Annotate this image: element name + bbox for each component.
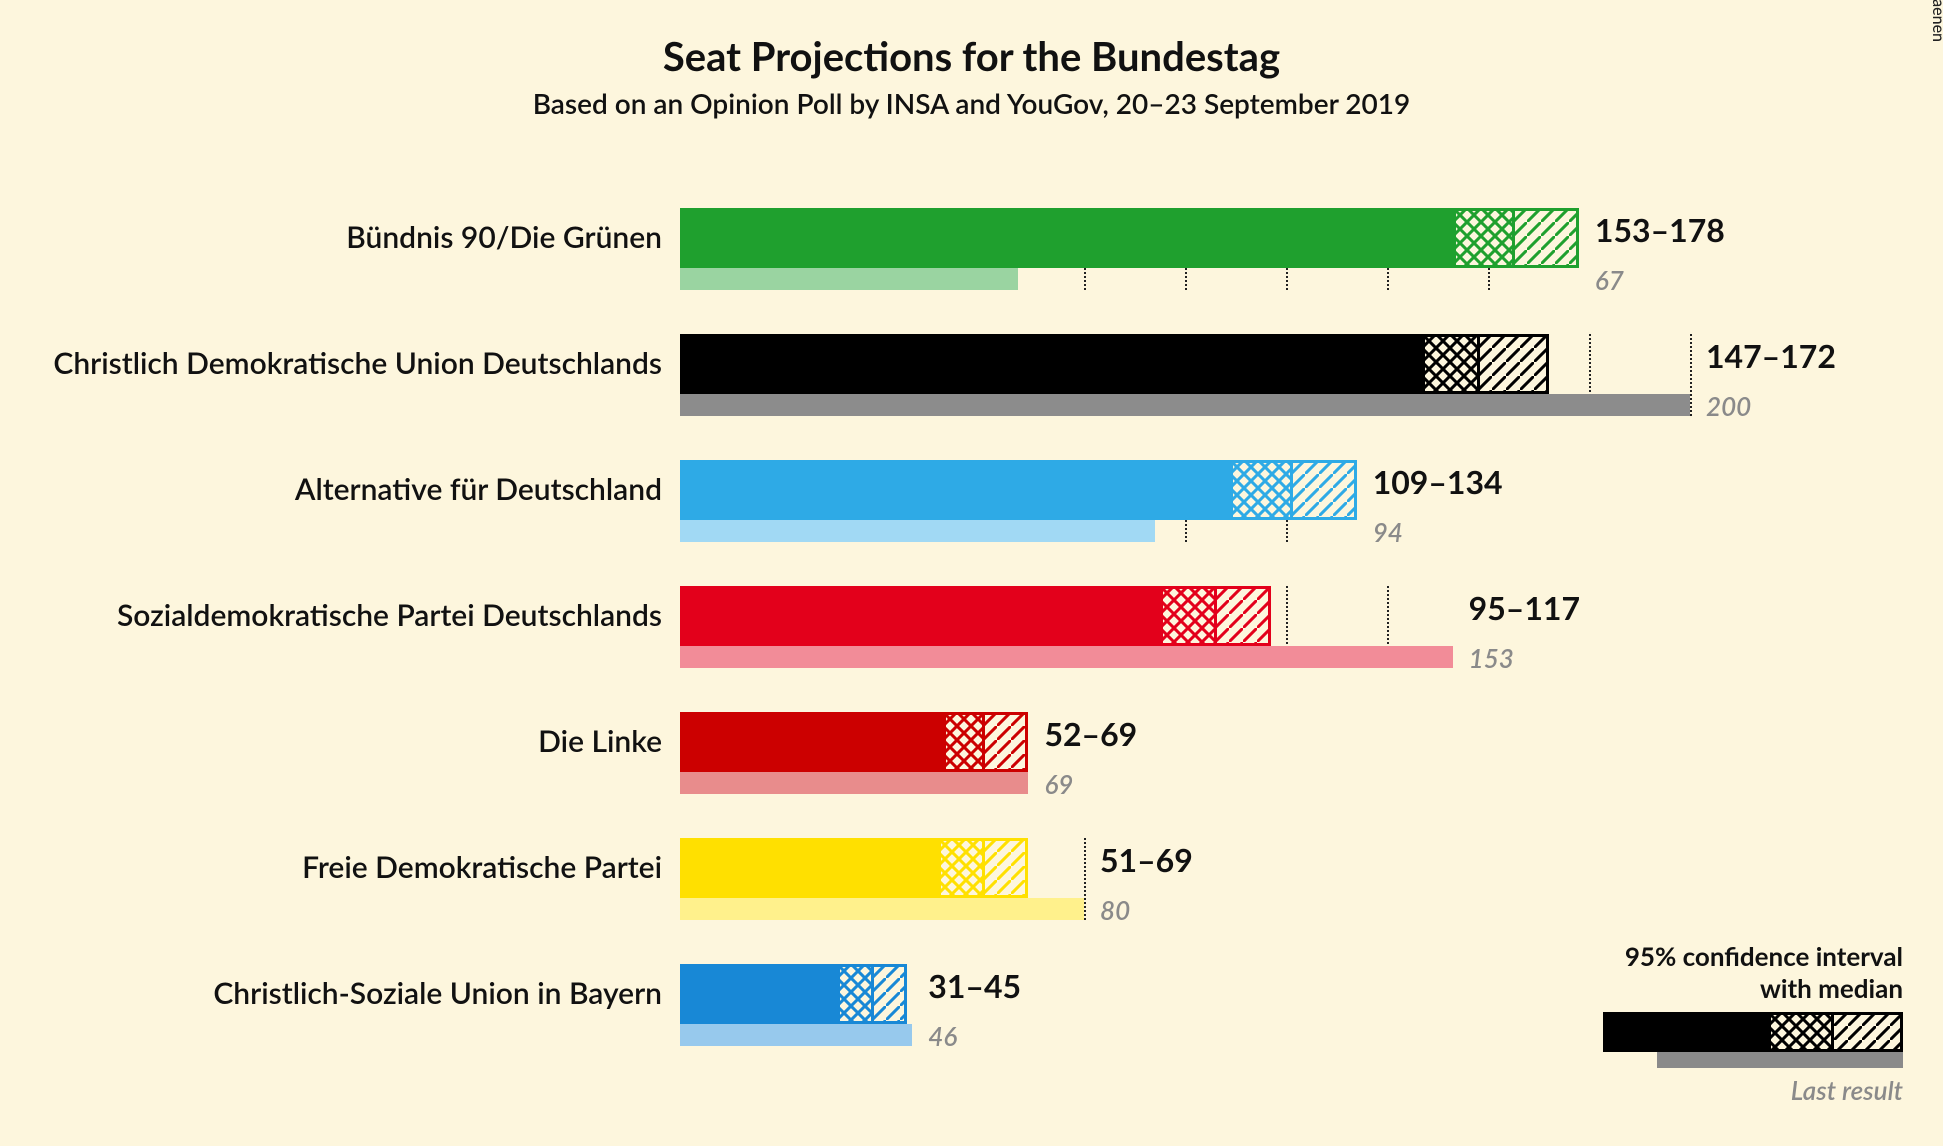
party-label: Christlich Demokratische Union Deutschla…	[53, 345, 662, 381]
median-marker	[982, 712, 985, 772]
last-result-label: 69	[1044, 768, 1073, 800]
gridline	[1690, 334, 1692, 416]
last-result-bar	[680, 520, 1155, 542]
median-marker	[871, 964, 874, 1024]
last-result-label: 80	[1100, 894, 1130, 926]
last-result-label: 94	[1373, 516, 1403, 548]
legend-last-label: Last result	[1583, 1074, 1903, 1106]
legend-ci-line2: with median	[1583, 972, 1903, 1004]
party-row-csu: Christlich-Soziale Union in Bayern31–454…	[680, 958, 1690, 1084]
range-label: 95–117	[1469, 588, 1580, 627]
median-marker	[1290, 460, 1293, 520]
legend-median	[1831, 1012, 1834, 1052]
range-label: 153–178	[1595, 210, 1725, 249]
gridline	[1084, 838, 1086, 920]
last-result-bar	[680, 646, 1453, 668]
projection-bar	[680, 838, 938, 898]
last-result-bar	[680, 898, 1084, 920]
projection-bar	[680, 208, 1453, 268]
last-result-bar	[680, 772, 1028, 794]
legend: 95% confidence interval with median Last…	[1583, 940, 1903, 1106]
median-marker	[1214, 586, 1217, 646]
median-marker	[982, 838, 985, 898]
median-marker	[1512, 208, 1515, 268]
last-result-bar	[680, 1024, 912, 1046]
last-result-label: 67	[1595, 264, 1624, 296]
range-label: 147–172	[1706, 336, 1836, 375]
ci-outline	[1422, 334, 1548, 394]
copyright-text: © 2021 Filip van Laenen	[1929, 0, 1943, 42]
projection-bar	[680, 964, 837, 1024]
range-label: 51–69	[1100, 840, 1193, 879]
party-label: Christlich-Soziale Union in Bayern	[213, 975, 662, 1011]
party-row-linke: Die Linke52–6969	[680, 706, 1690, 832]
party-label: Sozialdemokratische Partei Deutschlands	[117, 597, 662, 633]
party-label: Bündnis 90/Die Grünen	[346, 219, 662, 255]
last-result-label: 200	[1706, 390, 1751, 422]
median-marker	[1477, 334, 1480, 394]
party-row-cdu: Christlich Demokratische Union Deutschla…	[680, 328, 1690, 454]
projection-bar	[680, 712, 943, 772]
party-row-gruene: Bündnis 90/Die Grünen153–17867	[680, 202, 1690, 328]
party-label: Freie Demokratische Partei	[302, 849, 662, 885]
last-result-label: 46	[928, 1020, 957, 1052]
projection-bar	[680, 586, 1160, 646]
party-label: Die Linke	[538, 723, 662, 759]
last-result-label: 153	[1469, 642, 1514, 674]
party-row-fdp: Freie Demokratische Partei51–6980	[680, 832, 1690, 958]
range-label: 52–69	[1044, 714, 1137, 753]
legend-swatch	[1583, 1012, 1903, 1074]
last-result-bar	[680, 394, 1690, 416]
chart-title: Seat Projections for the Bundestag	[0, 32, 1943, 80]
ci-outline	[1453, 208, 1579, 268]
ci-outline	[1230, 460, 1356, 520]
seat-projection-chart: Bündnis 90/Die Grünen153–17867Christlich…	[680, 202, 1690, 1084]
legend-last-bar	[1657, 1052, 1903, 1068]
last-result-bar	[680, 268, 1018, 290]
range-label: 109–134	[1373, 462, 1503, 501]
projection-bar	[680, 460, 1230, 520]
legend-ci-outline	[1768, 1012, 1903, 1052]
party-label: Alternative für Deutschland	[295, 471, 662, 507]
party-row-afd: Alternative für Deutschland109–13494	[680, 454, 1690, 580]
projection-bar	[680, 334, 1422, 394]
party-row-spd: Sozialdemokratische Partei Deutschlands9…	[680, 580, 1690, 706]
legend-ci-line1: 95% confidence interval	[1583, 940, 1903, 972]
range-label: 31–45	[928, 966, 1021, 1005]
ci-outline	[943, 712, 1029, 772]
chart-subtitle: Based on an Opinion Poll by INSA and You…	[0, 86, 1943, 120]
legend-solid	[1603, 1012, 1768, 1052]
